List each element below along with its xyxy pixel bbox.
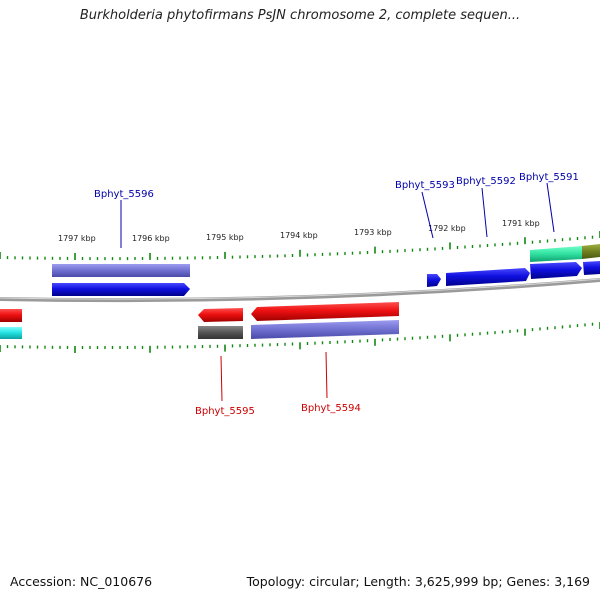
kbp-label-1791: 1791 kbp (502, 219, 540, 228)
teal-feature[interactable] (530, 246, 582, 262)
cds-bphyt-5594[interactable] (251, 320, 399, 339)
leader-bphyt-5591 (546, 182, 555, 233)
label-bphyt-5593[interactable]: Bphyt_5593 (395, 180, 455, 191)
kbp-label-1795: 1795 kbp (206, 233, 244, 242)
gene-edge-reverse[interactable] (0, 309, 22, 322)
cyan-feature[interactable] (0, 327, 22, 339)
outer-tick-row (0, 231, 600, 261)
accession-text: Accession: NC_010676 (10, 574, 153, 589)
label-bphyt-5596[interactable]: Bphyt_5596 (94, 189, 154, 200)
label-bphyt-5594[interactable]: Bphyt_5594 (301, 403, 361, 414)
leader-bphyt-5593 (421, 191, 434, 239)
gene-bphyt-5593[interactable] (427, 274, 441, 287)
kbp-label-1793: 1793 kbp (354, 228, 392, 237)
leader-bphyt-5592 (481, 187, 488, 238)
kbp-label-1797: 1797 kbp (58, 234, 96, 243)
backbone-arc (0, 278, 600, 303)
genome-summary-text: Topology: circular; Length: 3,625,999 bp… (246, 574, 590, 589)
gene-bphyt-5595[interactable] (198, 308, 243, 322)
leader-bphyt-5595 (220, 355, 223, 402)
kbp-label-1792: 1792 kbp (428, 224, 466, 233)
kbp-label-1794: 1794 kbp (280, 231, 318, 240)
label-bphyt-5591[interactable]: Bphyt_5591 (519, 172, 579, 183)
map-title: Burkholderia phytofirmans PsJN chromosom… (79, 8, 521, 23)
inner-tick-row (0, 322, 600, 353)
gene-bphyt-5591[interactable] (530, 262, 582, 279)
cds-bphyt-5596[interactable] (52, 264, 190, 277)
olive-feature[interactable] (582, 244, 600, 259)
kbp-label-1796: 1796 kbp (132, 234, 170, 243)
gene-bphyt-5592[interactable] (446, 268, 530, 286)
backbone-highlight (0, 278, 600, 300)
gene-bphyt-5594[interactable] (251, 302, 399, 321)
leader-bphyt-5594 (325, 351, 328, 399)
gene-edge-forward[interactable] (583, 261, 600, 275)
gene-bphyt-5596[interactable] (52, 283, 190, 296)
label-bphyt-5595[interactable]: Bphyt_5595 (195, 406, 255, 417)
label-bphyt-5592[interactable]: Bphyt_5592 (456, 176, 516, 187)
cds-bphyt-5595[interactable] (198, 326, 243, 339)
